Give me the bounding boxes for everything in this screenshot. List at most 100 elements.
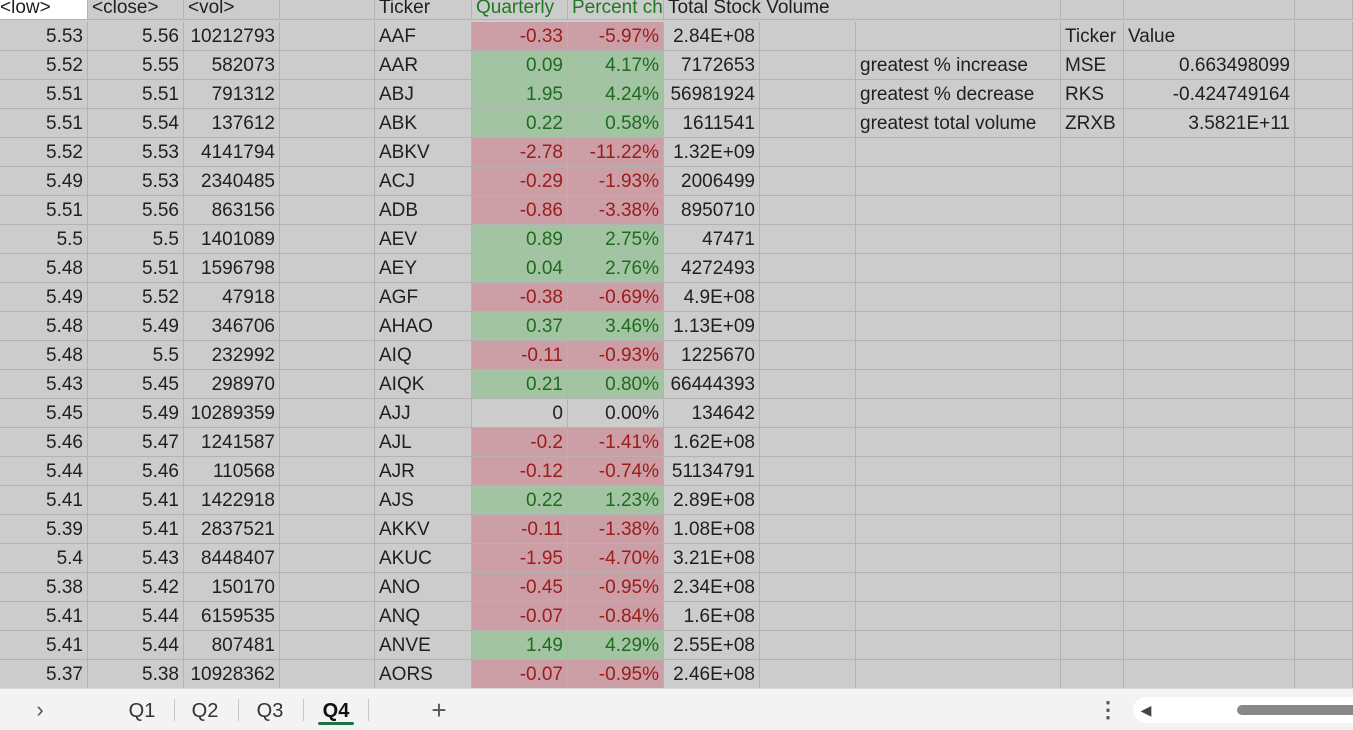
empty-cell[interactable] [280,486,375,515]
empty-cell[interactable] [280,602,375,631]
low-cell[interactable]: 5.44 [0,457,88,486]
summary-ticker-cell[interactable] [1061,254,1124,283]
close-cell[interactable]: 5.56 [88,196,184,225]
percent-change-cell[interactable]: -0.93% [568,341,664,370]
close-cell[interactable]: 5.44 [88,631,184,660]
quarterly-change-cell[interactable]: -0.11 [472,515,568,544]
total-volume-cell[interactable]: 51134791 [664,457,760,486]
ticker-cell[interactable]: ANQ [375,602,472,631]
empty-cell[interactable] [760,515,856,544]
more-vertical-icon[interactable]: ⋮ [1097,697,1119,722]
empty-cell[interactable] [280,660,375,689]
summary-label-cell[interactable] [856,573,1061,602]
total-volume-cell[interactable]: 2.34E+08 [664,573,760,602]
summary-ticker-cell[interactable] [1061,457,1124,486]
summary-ticker-cell[interactable]: Ticker [1061,22,1124,51]
summary-value-cell[interactable] [1124,457,1295,486]
total-volume-cell[interactable]: 1611541 [664,109,760,138]
quarterly-change-cell[interactable]: 0.22 [472,109,568,138]
tab-q4[interactable]: Q4 [306,689,366,730]
summary-value-cell[interactable] [1124,225,1295,254]
close-cell[interactable]: 5.41 [88,515,184,544]
empty-cell[interactable] [1295,138,1353,167]
summary-label-cell[interactable]: greatest total volume [856,109,1061,138]
close-cell[interactable]: 5.47 [88,428,184,457]
empty-cell[interactable] [280,283,375,312]
empty-cell[interactable] [280,80,375,109]
summary-label-cell[interactable] [856,544,1061,573]
percent-change-cell[interactable]: 0.80% [568,370,664,399]
scrollbar-thumb[interactable] [1237,705,1353,715]
vol-cell[interactable]: 150170 [184,573,280,602]
summary-label-cell[interactable]: greatest % increase [856,51,1061,80]
empty-cell[interactable] [760,312,856,341]
percent-change-cell[interactable]: -0.84% [568,602,664,631]
column-header-vol[interactable]: <vol> [184,0,280,20]
empty-cell[interactable] [280,544,375,573]
vol-cell[interactable]: 582073 [184,51,280,80]
empty-cell[interactable] [1295,602,1353,631]
summary-value-cell[interactable]: 0.663498099 [1124,51,1295,80]
quarterly-change-cell[interactable]: -0.12 [472,457,568,486]
total-volume-cell[interactable]: 4.9E+08 [664,283,760,312]
empty-cell[interactable] [760,51,856,80]
summary-ticker-cell[interactable] [1061,428,1124,457]
empty-cell[interactable] [1295,486,1353,515]
percent-change-cell[interactable]: -0.95% [568,573,664,602]
summary-value-cell[interactable] [1124,370,1295,399]
empty-cell[interactable] [760,457,856,486]
empty-cell[interactable] [1124,0,1295,20]
summary-ticker-cell[interactable] [1061,544,1124,573]
summary-ticker-cell[interactable] [1061,283,1124,312]
summary-value-cell[interactable] [1124,399,1295,428]
total-volume-cell[interactable]: 1.13E+09 [664,312,760,341]
column-header-quarterly-change[interactable]: Quarterly [472,0,568,20]
low-cell[interactable]: 5.41 [0,486,88,515]
close-cell[interactable]: 5.54 [88,109,184,138]
empty-cell[interactable] [280,109,375,138]
quarterly-change-cell[interactable]: 0.37 [472,312,568,341]
summary-label-cell[interactable] [856,22,1061,51]
empty-cell[interactable] [280,399,375,428]
percent-change-cell[interactable]: 1.23% [568,486,664,515]
low-cell[interactable]: 5.41 [0,602,88,631]
ticker-cell[interactable]: AEV [375,225,472,254]
empty-cell[interactable] [1295,573,1353,602]
low-cell[interactable]: 5.38 [0,573,88,602]
summary-value-cell[interactable]: Value [1124,22,1295,51]
vol-cell[interactable]: 232992 [184,341,280,370]
low-cell[interactable]: 5.5 [0,225,88,254]
column-header-low[interactable]: <low> [0,0,88,20]
close-cell[interactable]: 5.49 [88,312,184,341]
summary-label-cell[interactable] [856,486,1061,515]
empty-cell[interactable] [1295,631,1353,660]
quarterly-change-cell[interactable]: -2.78 [472,138,568,167]
summary-ticker-cell[interactable] [1061,486,1124,515]
close-cell[interactable]: 5.42 [88,573,184,602]
low-cell[interactable]: 5.45 [0,399,88,428]
empty-cell[interactable] [760,22,856,51]
low-cell[interactable]: 5.48 [0,254,88,283]
empty-cell[interactable] [760,399,856,428]
low-cell[interactable]: 5.4 [0,544,88,573]
ticker-cell[interactable]: AORS [375,660,472,689]
close-cell[interactable]: 5.5 [88,225,184,254]
empty-cell[interactable] [1061,0,1124,20]
summary-value-cell[interactable]: 3.5821E+11 [1124,109,1295,138]
total-volume-cell[interactable]: 2.89E+08 [664,486,760,515]
total-volume-cell[interactable]: 3.21E+08 [664,544,760,573]
summary-ticker-cell[interactable] [1061,196,1124,225]
ticker-cell[interactable]: AIQ [375,341,472,370]
column-header-total-volume[interactable]: Total Stock Volume [664,0,830,20]
ticker-cell[interactable]: ACJ [375,167,472,196]
close-cell[interactable]: 5.38 [88,660,184,689]
quarterly-change-cell[interactable]: -0.45 [472,573,568,602]
tab-q2[interactable]: Q2 [191,700,219,722]
summary-ticker-cell[interactable]: ZRXB [1061,109,1124,138]
summary-ticker-cell[interactable] [1061,602,1124,631]
ticker-cell[interactable]: ABK [375,109,472,138]
summary-value-cell[interactable] [1124,544,1295,573]
quarterly-change-cell[interactable]: 1.49 [472,631,568,660]
vol-cell[interactable]: 6159535 [184,602,280,631]
vol-cell[interactable]: 298970 [184,370,280,399]
